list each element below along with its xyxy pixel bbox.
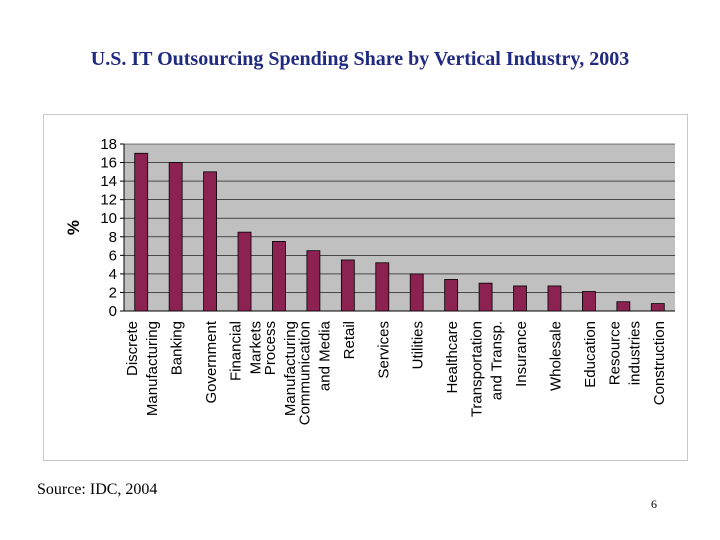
y-tick-label: 12 xyxy=(100,192,117,209)
x-tick-label: Construction xyxy=(651,321,668,405)
x-tick-label: Resource xyxy=(606,321,623,385)
y-tick-label: 0 xyxy=(109,303,117,320)
bar xyxy=(306,250,321,312)
y-tick-label: 2 xyxy=(109,284,117,301)
bar xyxy=(237,231,252,312)
bar xyxy=(444,279,459,312)
y-tick-label: 8 xyxy=(109,229,117,246)
x-tick-label: Transportation xyxy=(469,321,486,417)
source-note: Source: IDC, 2004 xyxy=(37,481,158,498)
x-tick-label: Insurance xyxy=(513,321,530,387)
x-tick-label: Discrete xyxy=(124,321,141,376)
chart-frame: 0 2 4 6 8 10 12 14 16 18% Discrete Manufacturing Ban… xyxy=(43,114,688,461)
x-tick-label: Markets xyxy=(248,321,265,374)
x-tick-label: Government xyxy=(203,320,220,403)
x-tick-label: Manufacturing xyxy=(144,321,161,416)
x-tick-label: industries xyxy=(626,321,643,385)
x-tick-label: Process xyxy=(262,321,279,375)
x-tick-label: Education xyxy=(582,321,599,388)
bar xyxy=(203,171,217,312)
bar xyxy=(547,285,562,312)
bar xyxy=(340,259,355,312)
bar xyxy=(134,152,149,312)
bar xyxy=(513,285,527,312)
x-tick-label: Manufacturing xyxy=(282,321,299,416)
y-tick-label: 16 xyxy=(100,155,117,172)
bar xyxy=(272,241,286,312)
x-tick-label: Retail xyxy=(341,321,358,359)
y-tick-label: 6 xyxy=(109,247,117,264)
bar xyxy=(582,291,596,312)
x-tick-label: Banking xyxy=(169,321,186,375)
page-number: 6 xyxy=(651,497,657,511)
y-axis-label: % xyxy=(64,220,83,235)
y-tick-label: 14 xyxy=(100,173,117,190)
x-tick-label: and Media xyxy=(316,320,333,391)
x-tick-label: Utilities xyxy=(410,321,427,369)
bar xyxy=(409,273,424,312)
y-tick-label: 18 xyxy=(100,136,117,153)
x-tick-label: Financial xyxy=(228,321,245,381)
x-tick-label: Healthcare xyxy=(444,321,461,394)
x-tick-label: Wholesale xyxy=(547,321,564,391)
bar xyxy=(478,282,493,312)
bar xyxy=(375,262,390,312)
x-tick-label: Services xyxy=(375,321,392,379)
y-tick-label: 4 xyxy=(109,266,117,283)
slide-title: U.S. IT Outsourcing Spending Share by Ve… xyxy=(90,48,630,70)
bar xyxy=(168,162,183,312)
bar xyxy=(650,303,665,312)
y-tick-label: 10 xyxy=(100,210,117,227)
x-tick-label: Communication xyxy=(296,321,313,425)
x-tick-label: and Transp. xyxy=(489,321,506,400)
bar xyxy=(616,301,631,312)
